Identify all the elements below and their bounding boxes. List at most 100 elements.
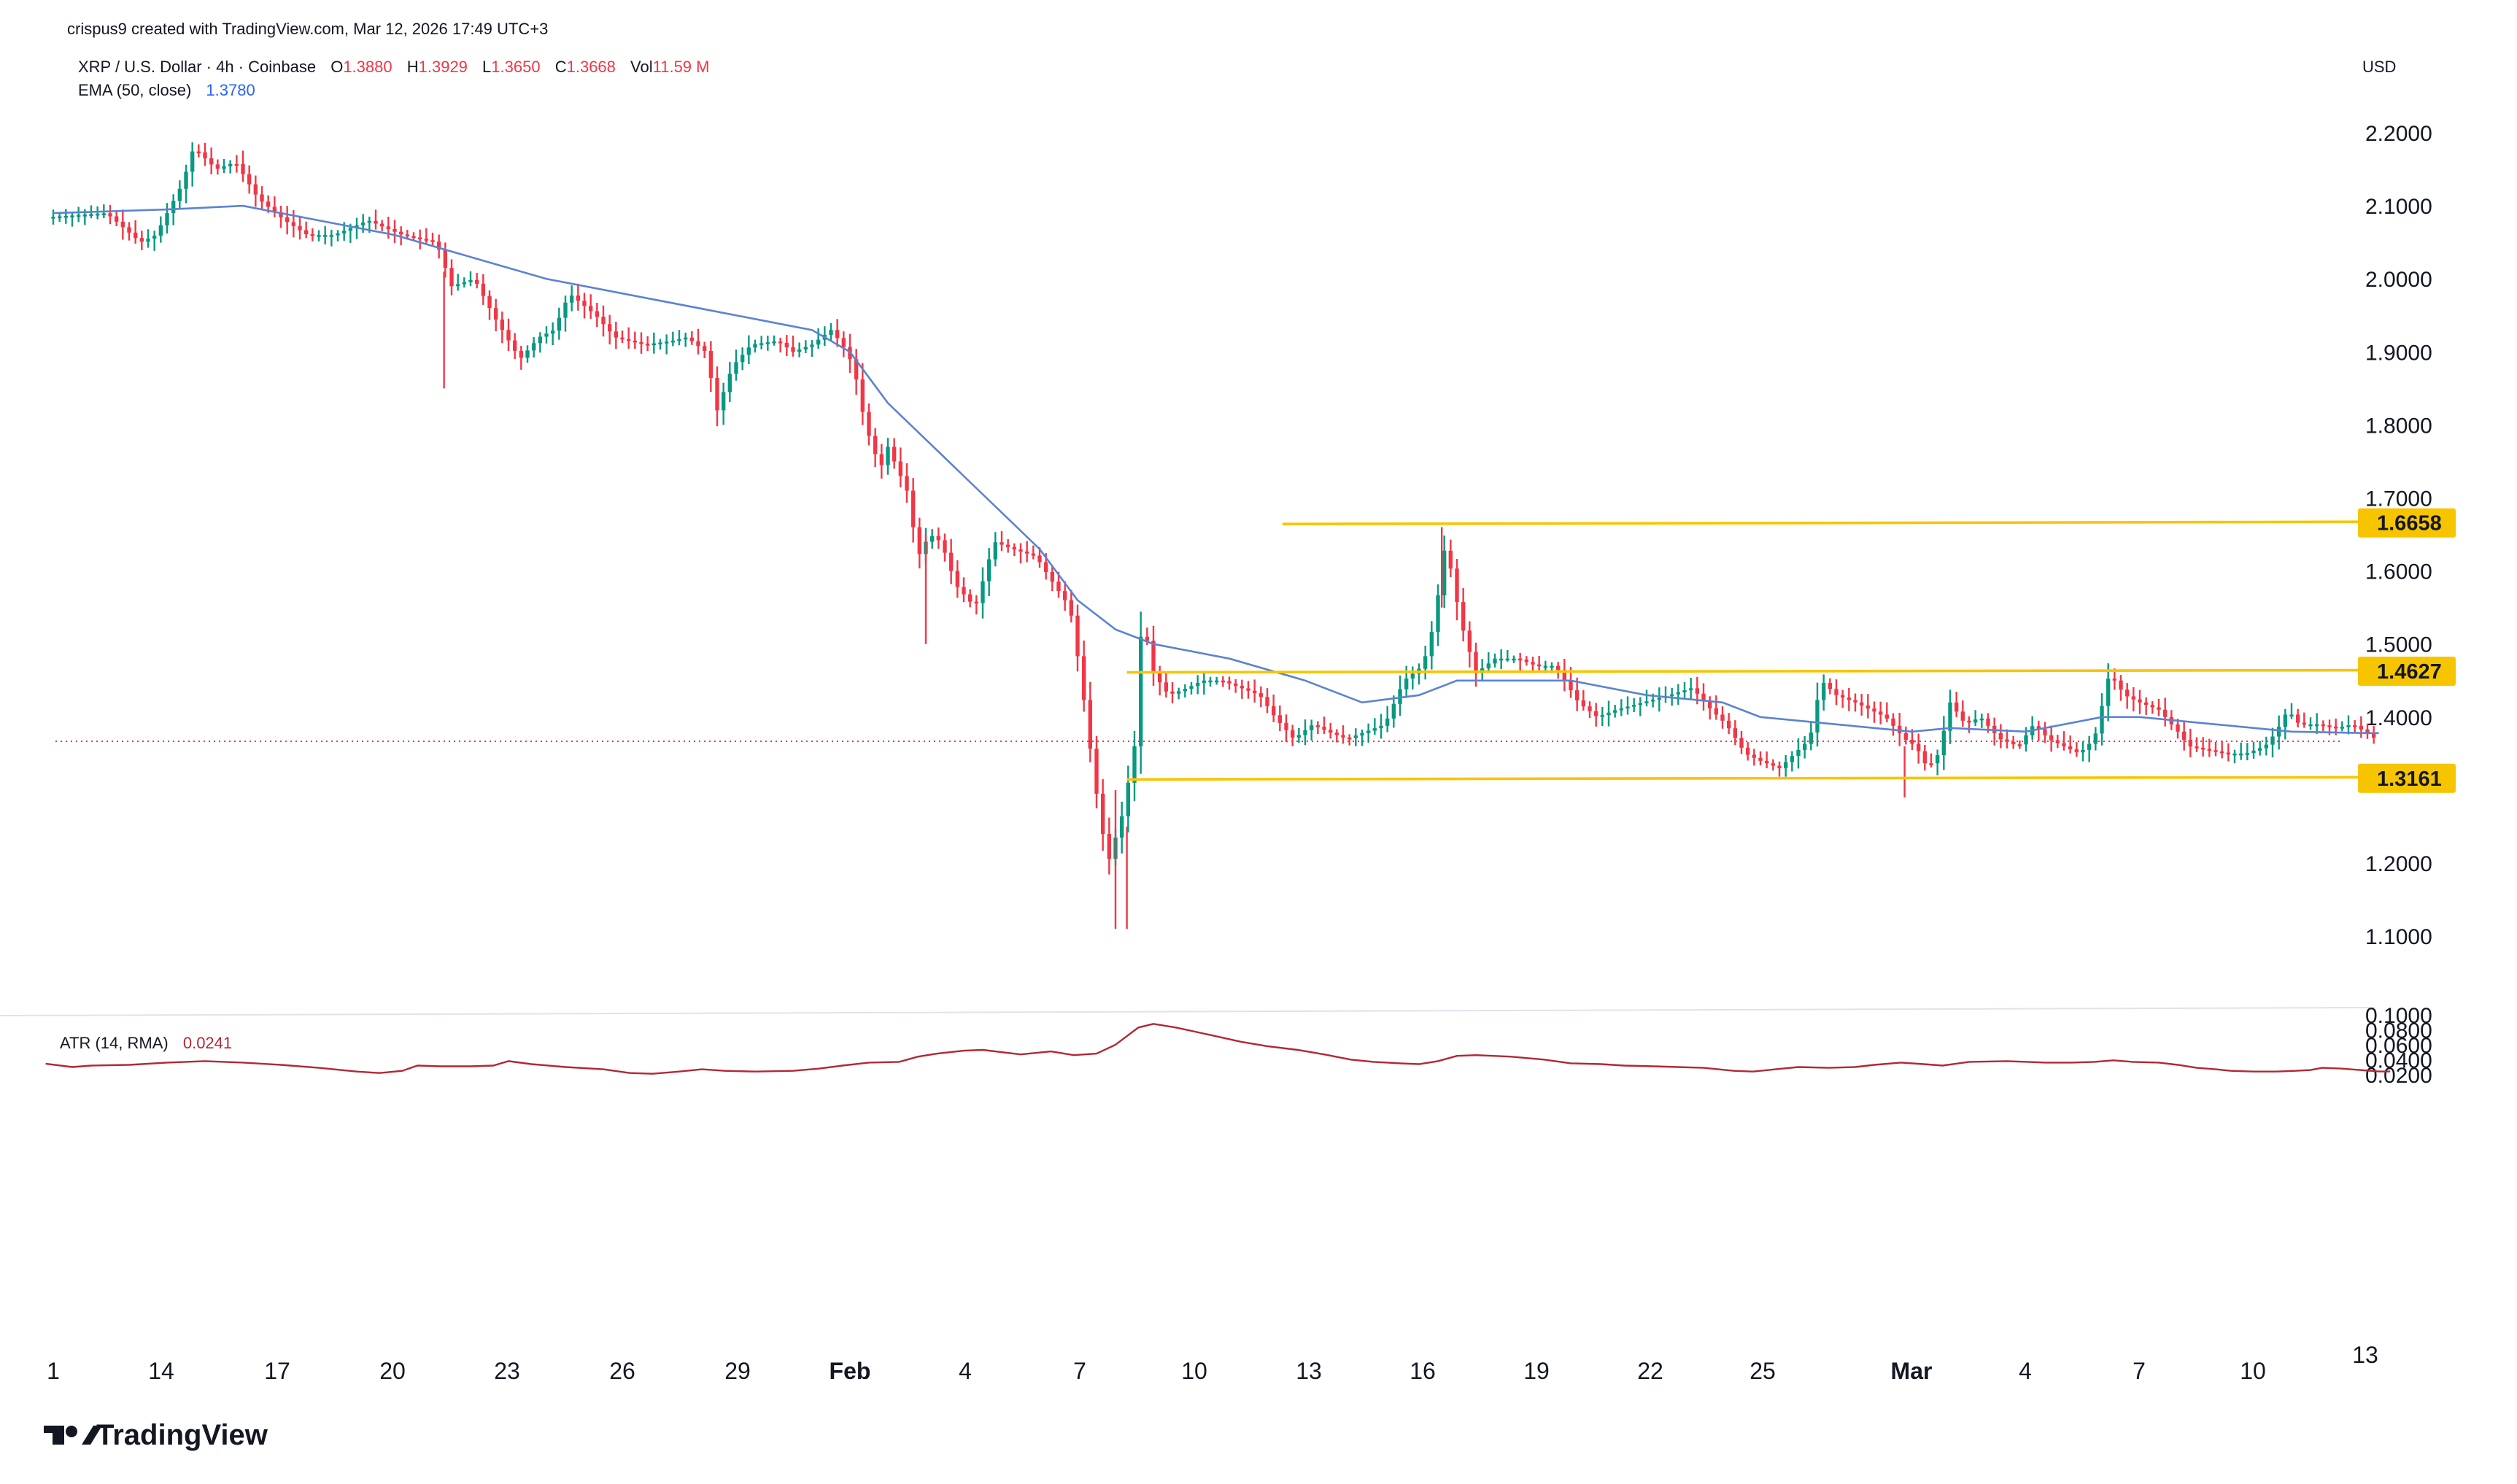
low-value: 1.3650 (491, 58, 540, 76)
candle-body (1195, 683, 1200, 687)
candle-body (1865, 705, 1871, 709)
candle-body (740, 355, 745, 363)
candle-body (1328, 730, 1333, 733)
date-tick-label: 26 (609, 1358, 635, 1384)
candle-body (2346, 725, 2351, 727)
candle-body (1094, 749, 1099, 794)
candle-body (2119, 680, 2123, 690)
tradingview-logo[interactable]: TradingView (44, 1419, 268, 1451)
atr-tick-label: 0.0600 (2365, 1034, 2432, 1058)
candle-body (1701, 693, 1706, 701)
candle-body (2276, 727, 2281, 737)
candle-body (398, 231, 403, 235)
candle-body (2074, 749, 2079, 753)
candle-body (146, 239, 150, 242)
tradingview-logo-text: TradingView (96, 1419, 268, 1451)
candle-body (1277, 715, 1283, 723)
candle-body (1164, 682, 1169, 692)
candle-body (1979, 718, 1984, 721)
candle-body (310, 234, 315, 236)
candle-body (2143, 702, 2149, 706)
price-axis[interactable]: 2.2000 2.1000 2.0000 1.9000 1.8000 1.7000 1.60… (2365, 122, 2432, 949)
candle-body (563, 302, 568, 318)
candle-body (639, 341, 643, 344)
candle-body (1771, 763, 1776, 766)
candle-body (2352, 725, 2357, 727)
candle-body (1284, 722, 1288, 730)
candle-body (2257, 748, 2262, 751)
symbol-title[interactable]: XRP / U.S. Dollar · 4h · Coinbase O1.388… (78, 58, 709, 76)
candle-body (886, 447, 890, 465)
candle-body (2314, 724, 2319, 727)
candle-body (184, 171, 188, 189)
candle-body (1252, 690, 1257, 694)
candle-body (203, 152, 207, 159)
candle-body (500, 319, 505, 331)
candle-body (974, 601, 979, 604)
candle-body (892, 447, 897, 462)
candle-body (986, 559, 991, 581)
candle-body (455, 284, 460, 287)
candle-body (1448, 550, 1453, 569)
candle-body (607, 324, 612, 332)
candle-body (1638, 703, 1643, 706)
candle-body (51, 217, 55, 219)
candle-body (298, 225, 302, 231)
candle-body (1119, 816, 1124, 838)
candle-body (1847, 697, 1852, 700)
candle-body (1214, 680, 1219, 683)
candle-body (784, 342, 789, 348)
candle-body (2226, 752, 2231, 755)
candle-body (1581, 700, 1586, 707)
candle-body (1505, 658, 1510, 661)
low-label: L (482, 58, 491, 76)
candle-body (1404, 679, 1409, 689)
candle-body (1100, 793, 1105, 834)
symbol-name: XRP / U.S. Dollar · 4h · Coinbase (78, 58, 316, 76)
candle-body (1366, 730, 1371, 733)
candle-body (810, 344, 814, 347)
candle-body (1707, 700, 1712, 708)
candle-body (474, 279, 479, 284)
candle-body (715, 377, 719, 411)
level-price-label: 1.4627 (2377, 660, 2442, 684)
candle-body (1296, 735, 1302, 738)
ema-legend[interactable]: EMA (50, close) 1.3780 (78, 81, 255, 99)
candle-body (841, 338, 846, 347)
time-axis[interactable]: 1 14 17 20 23 26 29 Feb 4 7 10 13 16 19 22 25 Mar 4 7 10 13 (47, 1342, 2378, 1384)
level-line[interactable] (1126, 668, 2361, 674)
price-tick-label: 1.9000 (2365, 341, 2432, 365)
candle-body (481, 283, 486, 296)
candle-body (1758, 757, 1763, 761)
candle-body (379, 223, 384, 227)
candle-body (462, 282, 467, 285)
date-tick-label: 10 (1181, 1358, 1207, 1384)
date-tick-label: 13 (1296, 1358, 1322, 1384)
high-label: H (407, 58, 419, 76)
candle-body (696, 341, 700, 347)
candle-body (1398, 689, 1402, 704)
volume-label: Vol (630, 58, 653, 76)
price-tick-label: 2.1000 (2365, 195, 2432, 219)
candle-body (2302, 722, 2307, 725)
candle-body (1834, 689, 1839, 695)
candle-body (506, 330, 511, 341)
level-line[interactable] (1126, 776, 2361, 781)
candle-body (905, 476, 909, 491)
date-tick-label: 22 (1637, 1358, 1663, 1384)
candle-body (2062, 743, 2066, 746)
candle-body (1625, 706, 1630, 708)
candle-body (1840, 695, 1845, 698)
candle-body (1588, 706, 1592, 711)
candle-body (962, 587, 966, 595)
level-line[interactable] (1282, 520, 2361, 526)
candle-body (1726, 720, 1731, 729)
candle-body (82, 215, 88, 217)
atr-legend[interactable]: ATR (14, RMA) 0.0241 (60, 1034, 232, 1052)
candle-body (2093, 733, 2098, 744)
candle-body (165, 213, 169, 225)
candle-body (867, 411, 871, 436)
candle-body (1360, 733, 1364, 736)
candle-body (436, 241, 441, 250)
